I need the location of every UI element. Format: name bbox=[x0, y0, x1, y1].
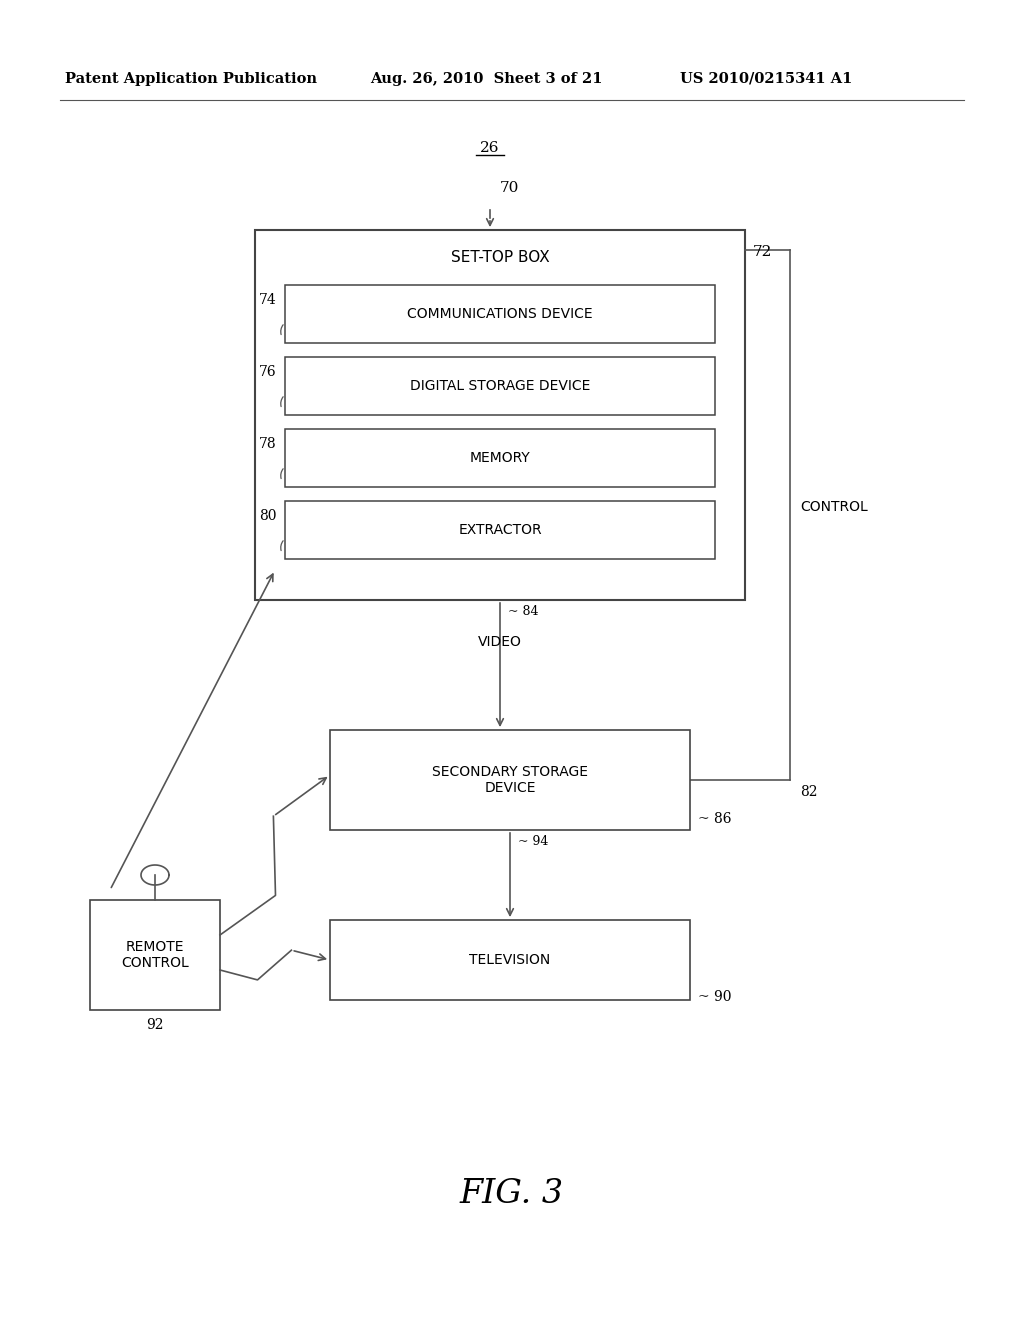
Text: 92: 92 bbox=[146, 1018, 164, 1032]
Text: CONTROL: CONTROL bbox=[800, 500, 867, 513]
Bar bbox=[255, 230, 745, 601]
Text: 26: 26 bbox=[480, 141, 500, 154]
Text: ~ 94: ~ 94 bbox=[518, 836, 549, 847]
Text: 74: 74 bbox=[259, 293, 278, 308]
Text: SECONDARY STORAGE
DEVICE: SECONDARY STORAGE DEVICE bbox=[432, 764, 588, 795]
Text: 80: 80 bbox=[259, 510, 278, 523]
Text: VIDEO: VIDEO bbox=[478, 635, 522, 649]
Text: 78: 78 bbox=[259, 437, 278, 451]
Text: COMMUNICATIONS DEVICE: COMMUNICATIONS DEVICE bbox=[408, 308, 593, 321]
Text: FIG. 3: FIG. 3 bbox=[460, 1177, 564, 1210]
Text: US 2010/0215341 A1: US 2010/0215341 A1 bbox=[680, 73, 852, 86]
Text: 70: 70 bbox=[500, 181, 519, 195]
Text: REMOTE
CONTROL: REMOTE CONTROL bbox=[121, 940, 188, 970]
Text: 82: 82 bbox=[800, 785, 817, 799]
Bar bbox=[330, 730, 690, 830]
Text: TELEVISION: TELEVISION bbox=[469, 953, 551, 968]
Bar bbox=[285, 285, 715, 343]
Text: 72: 72 bbox=[753, 246, 772, 259]
Bar bbox=[285, 356, 715, 414]
Text: ~ 86: ~ 86 bbox=[698, 812, 731, 826]
Text: Patent Application Publication: Patent Application Publication bbox=[65, 73, 317, 86]
Text: 76: 76 bbox=[259, 366, 278, 379]
Bar bbox=[285, 502, 715, 558]
Text: Aug. 26, 2010  Sheet 3 of 21: Aug. 26, 2010 Sheet 3 of 21 bbox=[370, 73, 602, 86]
Text: MEMORY: MEMORY bbox=[470, 451, 530, 465]
Bar bbox=[90, 900, 220, 1010]
Bar bbox=[285, 429, 715, 487]
Text: DIGITAL STORAGE DEVICE: DIGITAL STORAGE DEVICE bbox=[410, 379, 590, 393]
Bar bbox=[330, 920, 690, 1001]
Text: EXTRACTOR: EXTRACTOR bbox=[458, 523, 542, 537]
Text: ~ 84: ~ 84 bbox=[508, 605, 539, 618]
Text: ~ 90: ~ 90 bbox=[698, 990, 731, 1005]
Text: SET-TOP BOX: SET-TOP BOX bbox=[451, 249, 549, 265]
